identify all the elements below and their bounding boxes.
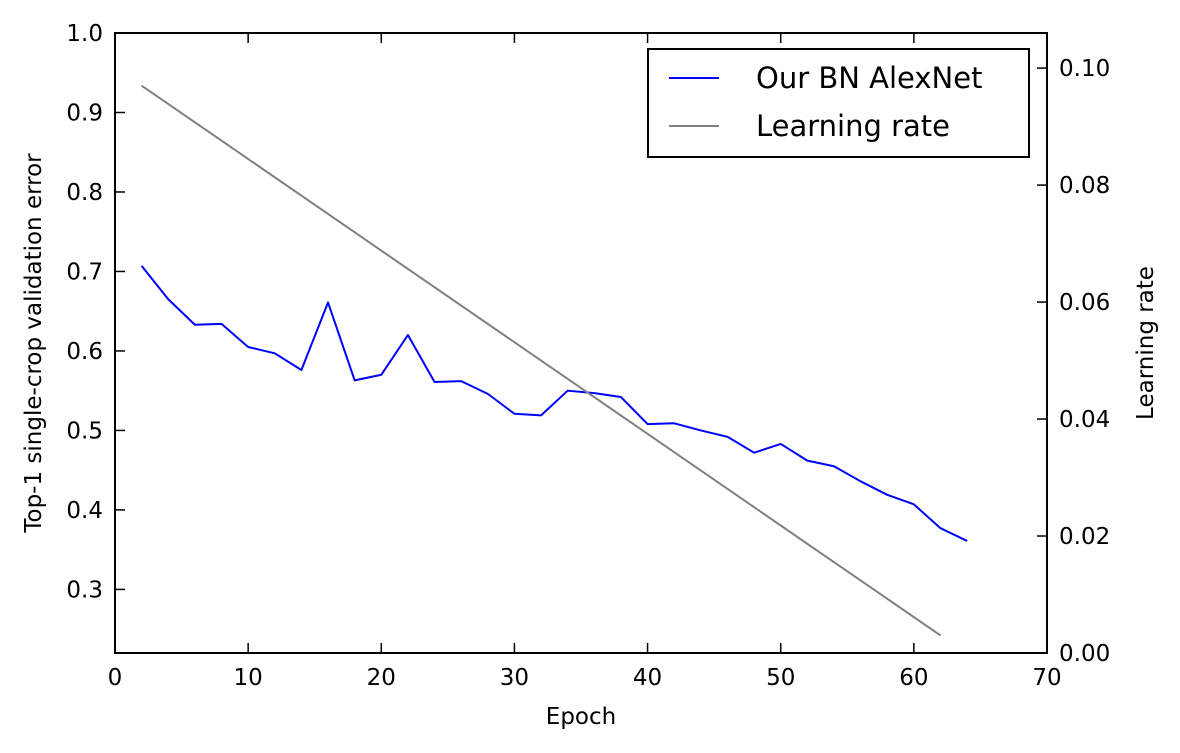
y-tick-label: 1.0 <box>66 21 103 47</box>
legend-label-learning-rate: Learning rate <box>756 109 950 143</box>
plot-frame <box>114 32 1048 654</box>
x-tick-label: 40 <box>633 665 662 691</box>
y2-tick-label: 0.04 <box>1059 407 1110 433</box>
y-tick-label: 0.6 <box>66 339 103 365</box>
y-tick-label: 0.4 <box>66 498 103 524</box>
y2-axis-label: Learning rate <box>1133 266 1159 420</box>
y2-tick-label: 0.08 <box>1059 173 1110 199</box>
y2-tick-label: 0.00 <box>1059 641 1110 667</box>
y-tick-label: 0.8 <box>66 180 103 206</box>
series-line-bn-alexnet <box>140 265 968 542</box>
y2-tick-label: 0.10 <box>1059 56 1110 82</box>
y-tick-label: 0.9 <box>66 100 103 126</box>
legend-label-bn-alexnet: Our BN AlexNet <box>756 61 982 95</box>
legend-frame <box>647 48 1030 158</box>
x-axis-label: Epoch <box>546 704 616 730</box>
x-tick-label: 30 <box>500 665 529 691</box>
x-tick-label: 0 <box>108 665 123 691</box>
y-axis-label: Top-1 single-crop validation error <box>21 153 47 534</box>
x-tick-label: 50 <box>766 665 795 691</box>
series-layer <box>140 84 968 637</box>
x-tick-label: 70 <box>1032 665 1061 691</box>
series-line-learning-rate <box>141 84 942 637</box>
x-tick-label: 20 <box>367 665 396 691</box>
y2-tick-label: 0.02 <box>1059 524 1110 550</box>
y-tick-label: 0.3 <box>66 577 103 603</box>
ticks-layer: 0 10 20 30 40 50 60 70 0.3 0.4 0.5 0.6 0.7 0.8 0.9 1.0 0… <box>66 21 1110 691</box>
x-tick-label: 60 <box>899 665 928 691</box>
y2-tick-label: 0.06 <box>1059 290 1110 316</box>
y-tick-label: 0.7 <box>66 259 103 285</box>
legend: Our BN AlexNet Learning rate <box>647 48 1030 158</box>
x-tick-label: 10 <box>234 665 263 691</box>
y-tick-label: 0.5 <box>66 418 103 444</box>
